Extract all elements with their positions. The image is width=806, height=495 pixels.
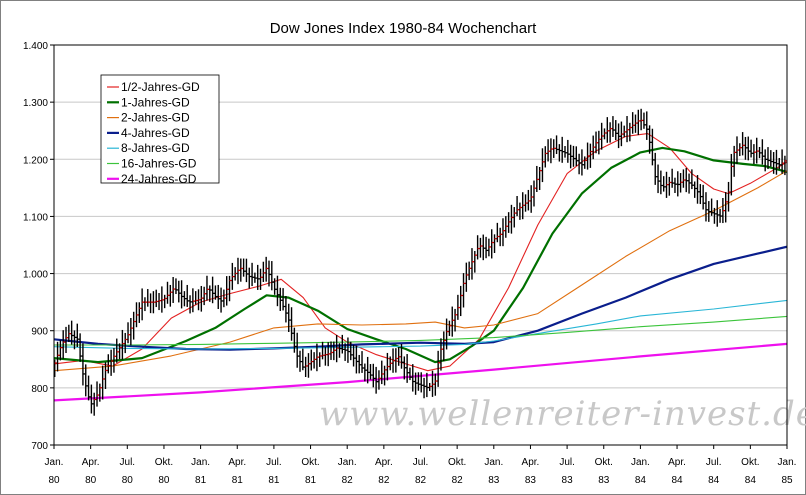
x-tick-year: 84 (745, 475, 757, 486)
x-tick-month: Apr. (668, 457, 686, 468)
y-tick-label: 1.400 (23, 41, 48, 52)
x-tick-month: Okt. (595, 457, 613, 468)
x-tick-year: 82 (378, 475, 390, 486)
x-tick-month: Okt. (155, 457, 173, 468)
x-tick-month: Jan. (45, 457, 64, 468)
x-tick-month: Jul. (559, 457, 575, 468)
x-tick-year: 81 (232, 475, 244, 486)
y-tick-label: 1.200 (23, 155, 48, 166)
x-tick-month: Apr. (82, 457, 100, 468)
y-tick-label: 1.300 (23, 98, 48, 109)
legend-label: 4-Jahres-GD (121, 126, 190, 140)
x-tick-month: Jul. (266, 457, 282, 468)
x-tick-year: 84 (671, 475, 683, 486)
x-tick-month: Jan. (484, 457, 503, 468)
y-tick-label: 700 (31, 441, 48, 452)
series-line-1-jahres-gd (54, 146, 787, 364)
x-axis-ticks: Jan. 80 Apr. 80 Jul. 80 Okt. 80 Jan. 81 Apr. 81 Jul.… (45, 445, 797, 486)
series-line-8-jahres-gd (54, 299, 787, 350)
y-tick-label: 1.100 (23, 212, 48, 223)
x-tick-year: 83 (525, 475, 537, 486)
legend-label: 8-Jahres-GD (121, 141, 190, 155)
series-line-16-jahres-gd (54, 315, 787, 346)
x-tick-year: 83 (562, 475, 574, 486)
x-tick-year: 80 (48, 475, 60, 486)
x-tick-year: 81 (268, 475, 280, 486)
x-tick-month: Apr. (522, 457, 540, 468)
x-tick-year: 84 (708, 475, 720, 486)
series-line-4-jahres-gd (54, 245, 787, 351)
y-tick-label: 900 (31, 327, 48, 338)
legend-label: 1/2-Jahres-GD (121, 80, 200, 94)
x-tick-year: 80 (158, 475, 170, 486)
chart-title: Dow Jones Index 1980-84 Wochenchart (270, 20, 537, 37)
x-tick-year: 82 (415, 475, 427, 486)
price-bars (54, 108, 787, 416)
x-tick-month: Jul. (706, 457, 722, 468)
x-tick-month: Jan. (338, 457, 357, 468)
x-tick-year: 80 (85, 475, 97, 486)
x-tick-month: Okt. (301, 457, 319, 468)
x-tick-year: 80 (122, 475, 134, 486)
legend: 1/2-Jahres-GD1-Jahres-GD 2-Jahres-GD4-Jah… (100, 74, 220, 186)
x-tick-year: 82 (342, 475, 354, 486)
legend-label: 16-Jahres-GD (121, 157, 197, 171)
x-tick-year: 83 (488, 475, 500, 486)
x-tick-year: 85 (781, 475, 793, 486)
x-tick-year: 81 (195, 475, 207, 486)
x-tick-month: Jan. (631, 457, 650, 468)
y-tick-label: 800 (31, 384, 48, 395)
x-tick-month: Apr. (375, 457, 393, 468)
legend-label: 2-Jahres-GD (121, 111, 190, 125)
y-axis-ticks: 700 800 900 1.000 1.100 1.200 1.300 1.400 (23, 41, 54, 452)
legend-label: 1-Jahres-GD (121, 95, 190, 109)
x-tick-month: Jan. (778, 457, 797, 468)
watermark: www.wellenreiter-invest.de (319, 394, 806, 434)
x-tick-year: 82 (452, 475, 464, 486)
legend-box (100, 74, 220, 184)
x-tick-month: Jul. (413, 457, 429, 468)
x-tick-month: Jul. (120, 457, 136, 468)
x-tick-month: Okt. (448, 457, 466, 468)
x-tick-year: 83 (598, 475, 610, 486)
y-tick-label: 1.000 (23, 270, 48, 281)
x-tick-month: Okt. (741, 457, 759, 468)
watermark-text: www.wellenreiter-invest.de (319, 394, 806, 434)
x-tick-month: Jan. (191, 457, 210, 468)
x-tick-month: Apr. (228, 457, 246, 468)
series-line-24-jahres-gd (54, 342, 787, 402)
x-tick-year: 81 (305, 475, 317, 486)
x-tick-year: 84 (635, 475, 647, 486)
legend-label: 24-Jahres-GD (121, 172, 197, 186)
